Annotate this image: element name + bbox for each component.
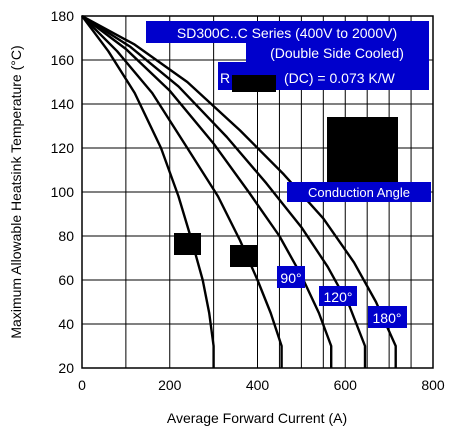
annotation-cooling: (Double Side Cooled) (270, 45, 404, 61)
x-tick-label: 400 (246, 377, 270, 393)
angle-label-180: 180° (373, 310, 402, 326)
y-tick-label: 120 (51, 140, 75, 156)
y-tick-label: 160 (51, 52, 75, 68)
series-line-3 (81, 15, 333, 368)
title-box-2 (246, 42, 429, 62)
conduction-angle-box (287, 182, 431, 202)
angle-label-90: 90° (280, 270, 301, 286)
x-tick-label: 0 (78, 377, 86, 393)
y-tick-label: 60 (58, 272, 74, 288)
x-tick-label: 800 (421, 377, 445, 393)
series-line-2 (81, 15, 283, 368)
tick-labels: 0 200 400 600 800 20 40 60 80 100 120 140 160 180 (51, 8, 445, 393)
waveform-block-small-1 (174, 233, 201, 255)
x-tick-label: 600 (334, 377, 358, 393)
angle-box-120 (319, 286, 357, 306)
y-tick-label: 100 (51, 184, 75, 200)
y-tick-label: 20 (58, 360, 74, 376)
annotation-resistance-symbol: R (220, 70, 230, 86)
series-line-1 (81, 15, 215, 368)
waveform-block-small-2 (230, 245, 257, 267)
annotation-conduction-angle: Conduction Angle (308, 185, 410, 200)
x-axis-label: Average Forward Current (A) (167, 410, 347, 426)
annotation-series-title: SD300C..C Series (400V to 2000V) (177, 25, 397, 41)
angle-box-90 (277, 266, 305, 288)
y-tick-label: 140 (51, 96, 75, 112)
y-axis-label: Maximum Allowable Heatsink Temperature (… (8, 45, 24, 338)
x-tick-label: 200 (158, 377, 182, 393)
plot-frame (81, 15, 434, 369)
angle-box-180 (368, 306, 407, 328)
y-tick-label: 180 (51, 8, 75, 24)
series-line-4 (81, 14, 367, 368)
redaction-block-resistance (232, 75, 276, 92)
title-box-1 (146, 21, 429, 43)
annotation-resistance-value: (DC) = 0.073 K/W (284, 70, 396, 86)
y-tick-label: 40 (58, 316, 74, 332)
angle-label-120: 120° (324, 289, 353, 305)
waveform-block (327, 117, 398, 182)
y-tick-label: 80 (58, 228, 74, 244)
